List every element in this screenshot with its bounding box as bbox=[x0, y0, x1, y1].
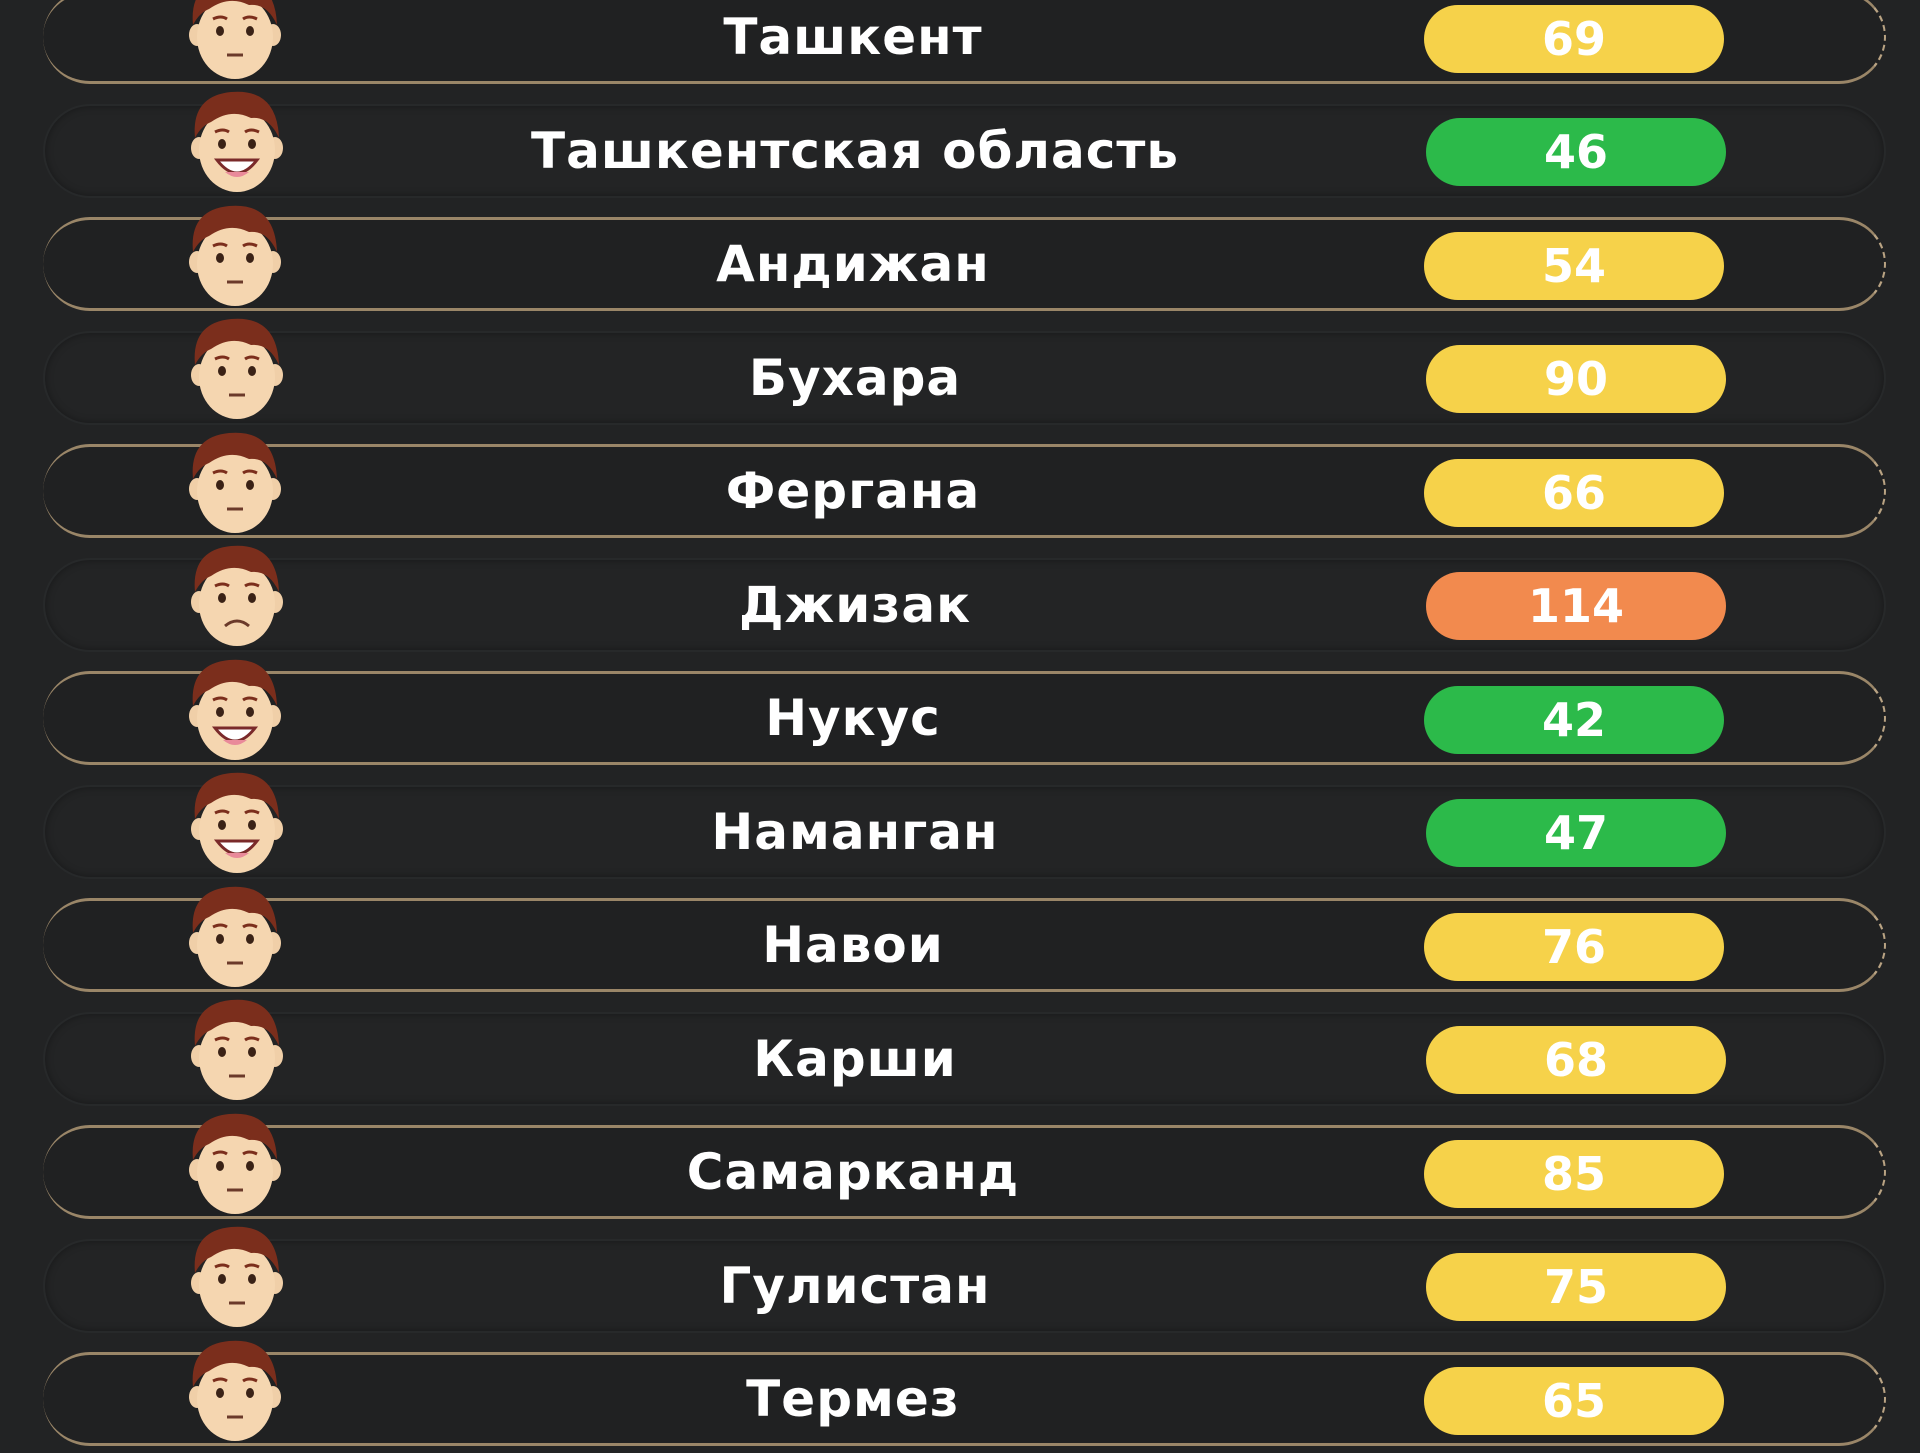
aqi-badge: 85 bbox=[1424, 1140, 1724, 1208]
face-happy-icon bbox=[181, 82, 293, 200]
aqi-badge: 76 bbox=[1424, 913, 1724, 981]
aqi-badge: 90 bbox=[1426, 344, 1726, 413]
aqi-badge: 68 bbox=[1426, 1025, 1726, 1094]
list-item: Бухара 90 bbox=[43, 318, 1886, 425]
face-happy-icon bbox=[179, 650, 291, 768]
face-neutral-icon bbox=[181, 1217, 293, 1335]
face-sad-icon bbox=[181, 536, 293, 654]
list-item: Ташкентская область 46 bbox=[43, 91, 1886, 198]
face-neutral-icon bbox=[179, 0, 291, 87]
aqi-badge: 54 bbox=[1424, 232, 1724, 300]
aqi-badge: 66 bbox=[1424, 459, 1724, 527]
city-name: Ташкент bbox=[723, 8, 983, 66]
list-item: Джизак 114 bbox=[43, 545, 1886, 652]
city-name: Гулистан bbox=[719, 1256, 991, 1315]
aqi-badge: 42 bbox=[1424, 686, 1724, 754]
face-neutral-icon bbox=[179, 1331, 291, 1449]
aqi-badge: 46 bbox=[1426, 117, 1726, 186]
list-item: Карши 68 bbox=[43, 999, 1886, 1106]
face-neutral-icon bbox=[179, 877, 291, 995]
city-name: Нукус bbox=[765, 689, 941, 747]
list-item: Фергана 66 bbox=[43, 432, 1886, 538]
list-item: Андижан 54 bbox=[43, 205, 1886, 311]
city-name: Андижан bbox=[716, 235, 990, 293]
face-neutral-icon bbox=[181, 309, 293, 427]
list-item: Термез 65 bbox=[43, 1340, 1886, 1446]
aqi-badge: 47 bbox=[1426, 798, 1726, 867]
face-neutral-icon bbox=[179, 1104, 291, 1222]
face-happy-icon bbox=[181, 763, 293, 881]
list-item: Нукус 42 bbox=[43, 659, 1886, 765]
city-name: Наманган bbox=[711, 802, 999, 861]
aqi-badge: 65 bbox=[1424, 1367, 1724, 1435]
list-item: Навои 76 bbox=[43, 886, 1886, 992]
city-name: Ташкентская область bbox=[530, 121, 1179, 180]
aqi-badge: 75 bbox=[1426, 1252, 1726, 1321]
city-name: Фергана bbox=[725, 462, 981, 520]
aqi-badge: 114 bbox=[1426, 571, 1726, 640]
city-name: Джизак bbox=[738, 575, 972, 634]
list-item: Самарканд 85 bbox=[43, 1113, 1886, 1219]
face-neutral-icon bbox=[179, 423, 291, 541]
face-neutral-icon bbox=[179, 196, 291, 314]
list-item: Ташкент 69 bbox=[43, 0, 1886, 84]
city-name: Карши bbox=[753, 1029, 957, 1088]
city-name: Навои bbox=[762, 916, 944, 974]
city-name: Самарканд bbox=[686, 1143, 1020, 1201]
aqi-badge: 69 bbox=[1424, 5, 1724, 73]
list-item: Наманган 47 bbox=[43, 772, 1886, 879]
city-name: Бухара bbox=[748, 348, 962, 407]
face-neutral-icon bbox=[181, 990, 293, 1108]
list-item: Гулистан 75 bbox=[43, 1226, 1886, 1333]
city-name: Термез bbox=[746, 1370, 960, 1428]
